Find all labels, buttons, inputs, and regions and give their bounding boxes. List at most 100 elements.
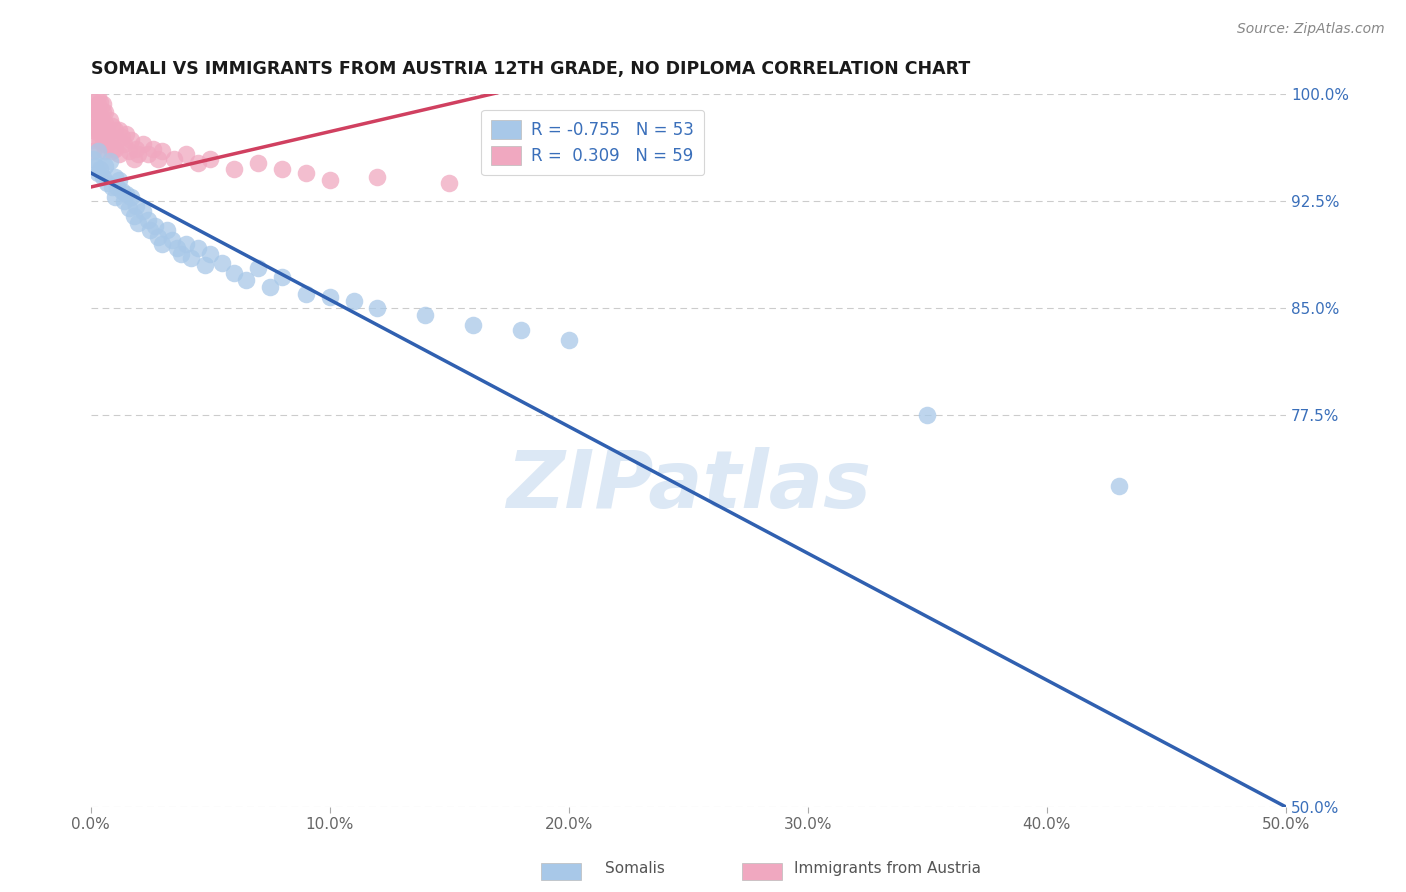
Text: Immigrants from Austria: Immigrants from Austria (794, 861, 981, 876)
Point (87, 145, 110, 159)
Point (136, 147, 159, 161)
Point (139, 223, 162, 237)
Point (91, 97, 114, 112)
Point (180, 252, 202, 266)
Text: ZIPatlas: ZIPatlas (506, 447, 870, 525)
Point (1108, 479, 1130, 493)
Point (87, 113, 110, 128)
Point (318, 290, 340, 304)
Point (103, 190, 125, 204)
Point (439, 176, 461, 190)
Point (463, 318, 485, 333)
Point (103, 142, 125, 156)
Point (87, 88, 110, 103)
Point (87, 166, 110, 180)
Point (294, 287, 316, 301)
Point (98, 113, 121, 128)
Point (187, 156, 209, 170)
Point (294, 166, 316, 180)
Point (413, 309, 436, 323)
Point (366, 301, 388, 316)
Point (111, 185, 134, 199)
Point (118, 202, 141, 216)
Point (270, 161, 292, 176)
Point (170, 247, 193, 261)
Text: SOMALI VS IMMIGRANTS FROM AUSTRIA 12TH GRADE, NO DIPLOMA CORRELATION CHART: SOMALI VS IMMIGRANTS FROM AUSTRIA 12TH G… (90, 60, 970, 78)
Point (163, 152, 186, 166)
Point (132, 204, 155, 219)
Point (120, 133, 142, 147)
Point (103, 123, 125, 137)
Text: Source: ZipAtlas.com: Source: ZipAtlas.com (1237, 22, 1385, 37)
Point (125, 198, 148, 212)
Point (246, 261, 269, 276)
Point (211, 255, 233, 269)
Point (96, 137, 118, 152)
Point (235, 273, 257, 287)
Point (222, 266, 245, 280)
Point (122, 152, 145, 166)
Point (194, 259, 217, 273)
Point (89, 95, 111, 109)
Point (108, 123, 131, 137)
Point (101, 119, 124, 133)
Point (143, 219, 166, 233)
Point (98, 154, 121, 169)
Point (105, 133, 128, 147)
Point (198, 152, 221, 166)
Point (94, 130, 117, 145)
Point (111, 130, 134, 145)
Point (246, 156, 269, 170)
Point (96, 123, 118, 137)
Point (89, 109, 111, 123)
Point (84, 119, 107, 133)
Point (103, 170, 125, 185)
Point (89, 128, 111, 142)
Point (84, 95, 107, 109)
Point (366, 170, 388, 185)
Point (259, 280, 281, 294)
Point (91, 104, 114, 119)
Point (101, 180, 124, 194)
Point (82, 145, 104, 159)
Point (84, 159, 107, 173)
Point (84, 109, 107, 123)
Point (142, 142, 165, 156)
Point (342, 294, 364, 309)
Point (94, 104, 117, 119)
Point (174, 147, 197, 161)
Point (150, 237, 173, 252)
Point (122, 209, 145, 223)
Point (136, 212, 159, 227)
Text: Somalis: Somalis (605, 861, 665, 876)
Point (318, 173, 340, 187)
Point (198, 247, 221, 261)
Point (146, 152, 169, 166)
Point (222, 161, 245, 176)
Point (91, 119, 114, 133)
Point (127, 147, 149, 161)
Point (917, 408, 939, 422)
Point (98, 130, 121, 145)
Point (112, 137, 135, 152)
Point (108, 147, 131, 161)
Point (166, 241, 188, 255)
Point (112, 194, 135, 209)
Point (82, 152, 104, 166)
Point (174, 237, 197, 252)
Point (91, 137, 114, 152)
Point (146, 230, 169, 244)
Point (125, 142, 148, 156)
Point (115, 187, 138, 202)
Point (270, 269, 292, 284)
Point (87, 123, 110, 137)
Point (187, 241, 209, 255)
Point (96, 176, 118, 190)
Point (510, 322, 533, 336)
Point (156, 223, 179, 237)
Point (94, 116, 117, 130)
Point (120, 190, 142, 204)
Point (558, 333, 581, 347)
Point (150, 145, 173, 159)
Point (105, 180, 128, 194)
